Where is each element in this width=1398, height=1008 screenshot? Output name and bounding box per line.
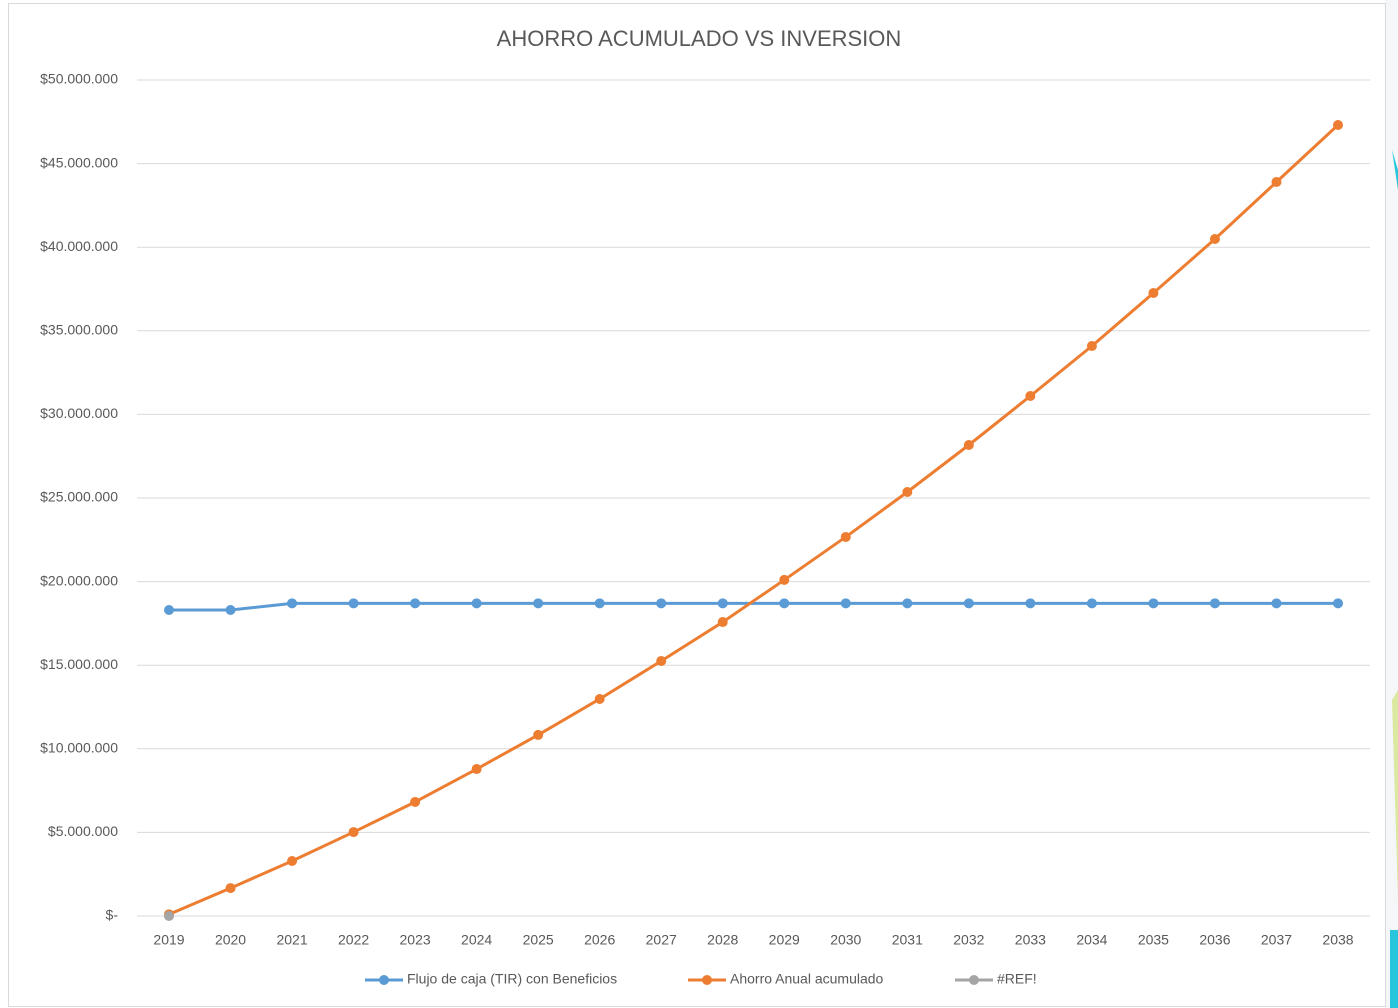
- legend-label: #REF!: [997, 971, 1037, 987]
- legend-marker: [969, 975, 979, 985]
- data-point: [1271, 598, 1282, 609]
- data-point: [1086, 341, 1097, 352]
- data-point: [963, 598, 974, 609]
- data-point: [840, 598, 851, 609]
- x-tick-label: 2028: [707, 932, 738, 948]
- data-point: [533, 598, 544, 609]
- x-tick-label: 2035: [1138, 932, 1169, 948]
- data-point: [1271, 176, 1282, 187]
- x-tick-label: 2021: [276, 932, 307, 948]
- data-point: [594, 693, 605, 704]
- x-tick-label: 2038: [1322, 932, 1353, 948]
- y-tick-label: $25.000.000: [40, 489, 118, 505]
- data-point: [471, 764, 482, 775]
- y-tick-label: $10.000.000: [40, 740, 118, 756]
- data-point: [1148, 598, 1159, 609]
- data-point: [717, 598, 728, 609]
- chart-frame: [8, 3, 1386, 1007]
- x-tick-label: 2023: [400, 932, 431, 948]
- y-tick-label: $20.000.000: [40, 572, 118, 588]
- legend-marker: [379, 975, 389, 985]
- legend-label: Ahorro Anual acumulado: [730, 971, 884, 987]
- y-tick-label: $5.000.000: [48, 823, 118, 839]
- y-tick-label: $30.000.000: [40, 405, 118, 421]
- data-point: [164, 605, 174, 616]
- y-tick-label: $40.000.000: [40, 238, 118, 254]
- y-tick-label: $50.000.000: [40, 71, 118, 87]
- data-point: [1025, 391, 1036, 402]
- x-tick-label: 2024: [461, 932, 492, 948]
- data-point: [225, 605, 236, 616]
- data-point: [410, 598, 421, 609]
- data-point: [717, 617, 728, 628]
- y-tick-label: $15.000.000: [40, 656, 118, 672]
- decoration: [1392, 690, 1398, 900]
- data-point: [1209, 598, 1220, 609]
- x-tick-label: 2033: [1015, 932, 1046, 948]
- data-point: [1086, 598, 1097, 609]
- decoration: [1392, 150, 1398, 190]
- chart-title: AHORRO ACUMULADO VS INVERSION: [497, 26, 902, 51]
- data-point: [533, 729, 544, 740]
- y-tick-label: $35.000.000: [40, 322, 118, 338]
- data-point: [779, 574, 790, 585]
- series-line: [168, 123, 1340, 916]
- x-tick-label: 2030: [830, 932, 861, 948]
- x-tick-label: 2022: [338, 932, 369, 948]
- data-point: [1333, 598, 1343, 609]
- data-point: [840, 531, 851, 542]
- data-point: [287, 598, 298, 609]
- data-point: [225, 883, 236, 894]
- x-tick-label: 2025: [523, 932, 554, 948]
- x-tick-label: 2029: [769, 932, 800, 948]
- background-edge: [1385, 0, 1398, 1008]
- y-tick-label: $-: [106, 907, 119, 923]
- decoration: [1390, 930, 1398, 1008]
- data-point: [656, 598, 667, 609]
- x-tick-label: 2032: [953, 932, 984, 948]
- x-tick-label: 2019: [153, 932, 184, 948]
- x-tick-label: 2031: [892, 932, 923, 948]
- x-tick-label: 2027: [646, 932, 677, 948]
- data-point: [902, 598, 913, 609]
- x-tick-label: 2020: [215, 932, 246, 948]
- legend-label: Flujo de caja (TIR) con Beneficios: [407, 971, 617, 987]
- data-point: [1333, 119, 1343, 130]
- data-point: [963, 439, 974, 450]
- data-point: [1025, 598, 1036, 609]
- data-point: [902, 486, 913, 497]
- x-tick-label: 2026: [584, 932, 615, 948]
- legend-marker: [702, 975, 712, 985]
- data-point: [1148, 288, 1159, 299]
- data-point: [1209, 234, 1220, 245]
- x-tick-label: 2034: [1076, 932, 1107, 948]
- data-point: [594, 598, 605, 609]
- data-point: [779, 598, 790, 609]
- data-point: [348, 827, 359, 838]
- data-point: [164, 911, 174, 921]
- data-point: [656, 656, 667, 667]
- data-point: [410, 796, 421, 807]
- x-tick-label: 2037: [1261, 932, 1292, 948]
- series-line: [169, 601, 1338, 612]
- data-point: [348, 598, 359, 609]
- y-tick-label: $45.000.000: [40, 154, 118, 170]
- x-tick-label: 2036: [1199, 932, 1230, 948]
- data-point: [471, 598, 482, 609]
- data-point: [287, 855, 298, 866]
